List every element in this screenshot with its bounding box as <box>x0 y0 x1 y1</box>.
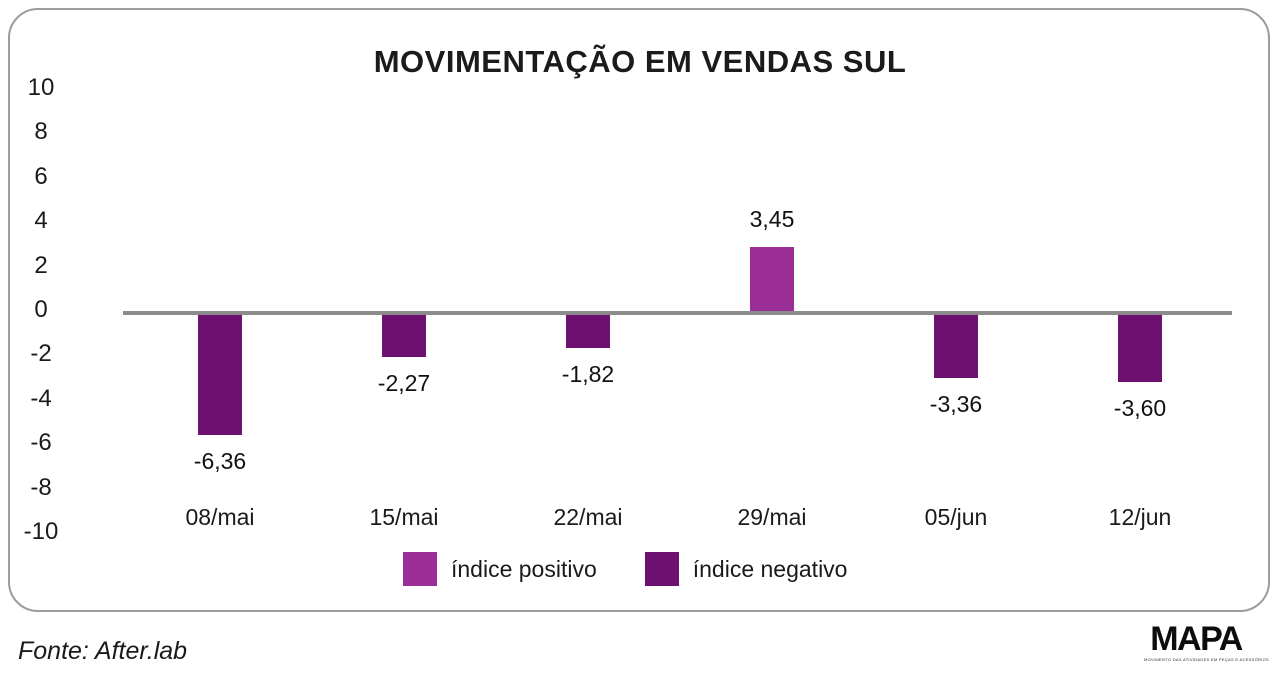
bar-12-jun <box>1118 313 1162 383</box>
x-tick-15-mai: 15/mai <box>369 504 439 530</box>
y-tick--4: -4 <box>30 384 52 412</box>
y-tick-8: 8 <box>34 118 48 146</box>
bar-08-mai <box>198 313 242 436</box>
x-tick-12-jun: 12/jun <box>1108 504 1172 530</box>
x-tick-05-jun: 05/jun <box>924 504 988 530</box>
zero-axis-line <box>123 311 1232 315</box>
bar-15-mai <box>382 313 426 357</box>
source-caption: Fonte: After.lab <box>18 637 188 665</box>
chart-frame-border <box>8 8 1270 612</box>
legend-label-positive: índice positivo <box>451 555 597 582</box>
bar-22-mai <box>566 313 610 348</box>
bar-value-label-15-mai: -2,27 <box>377 369 431 396</box>
bar-value-label-08-mai: -6,36 <box>193 448 247 475</box>
legend-label-negative: índice negativo <box>692 555 848 582</box>
chart-title: MOVIMENTAÇÃO EM VENDAS SUL <box>373 44 907 79</box>
y-tick--2: -2 <box>30 340 52 368</box>
y-tick-6: 6 <box>34 162 48 190</box>
bar-value-label-29-mai: 3,45 <box>749 205 795 232</box>
mapa-logo-tagline: MOVIMENTO DAS ATIVIDADES EM PEÇAS E ACES… <box>1144 657 1270 662</box>
y-tick--10: -10 <box>23 518 59 545</box>
y-tick-10: 10 <box>27 74 55 101</box>
legend-swatch-negative <box>644 552 679 586</box>
bar-05-jun <box>934 313 978 378</box>
legend-swatch-positive <box>403 552 437 586</box>
y-tick-4: 4 <box>34 207 48 235</box>
y-tick-2: 2 <box>34 251 48 279</box>
bar-29-mai <box>750 246 794 313</box>
legend: índice positivo índice negativo <box>403 552 847 586</box>
bar-value-label-05-jun: -3,36 <box>929 390 983 417</box>
y-tick--6: -6 <box>30 429 52 457</box>
bar-value-label-22-mai: -1,82 <box>561 360 615 387</box>
x-tick-08-mai: 08/mai <box>185 504 255 530</box>
y-tick--8: -8 <box>30 473 52 501</box>
x-tick-22-mai: 22/mai <box>553 504 623 530</box>
mapa-logo-wordmark: MAPA <box>1150 620 1243 658</box>
y-tick-0: 0 <box>34 296 48 323</box>
bar-value-label-12-jun: -3,60 <box>1113 395 1167 422</box>
mapa-logo: MAPA MOVIMENTO DAS ATIVIDADES EM PEÇAS E… <box>1144 620 1270 662</box>
x-tick-29-mai: 29/mai <box>737 504 807 530</box>
